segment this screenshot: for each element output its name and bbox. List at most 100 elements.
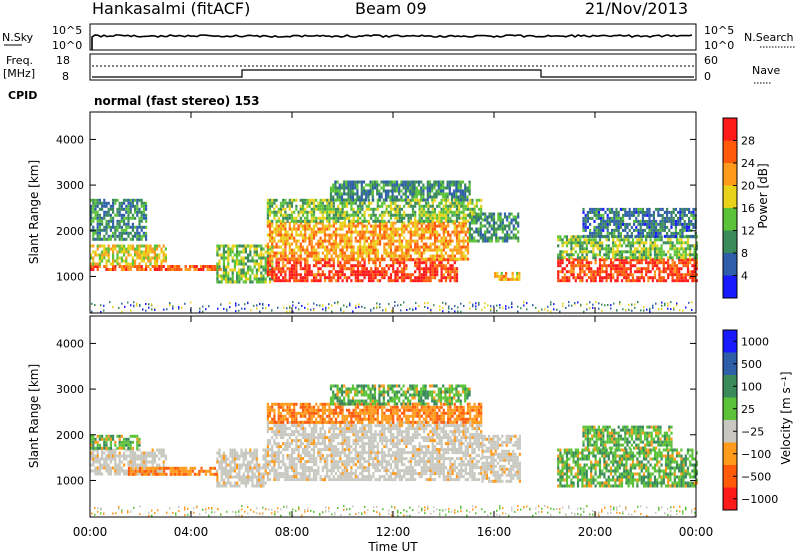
echo-cell-power [317, 227, 320, 231]
echo-cell-power [647, 256, 650, 260]
echo-cell-power [374, 216, 377, 220]
echo-cell-power [563, 241, 566, 245]
echo-cell-power [381, 201, 384, 205]
echo-cell-power [594, 270, 597, 274]
echo-cell-power [693, 267, 696, 271]
echo-cell-power [455, 273, 459, 277]
echo-cell-power [384, 198, 388, 202]
echo-cell-power [640, 267, 643, 271]
echo-cell-power [420, 267, 423, 271]
echo-cell-power [563, 276, 566, 280]
noise-cell-power [691, 301, 693, 304]
noise-cell-power [472, 303, 474, 306]
echo-cell-power [376, 216, 379, 220]
echo-cell-power [644, 219, 647, 223]
echo-cell-power [109, 207, 112, 211]
echo-cell-power [251, 280, 254, 284]
noise-cell-power [505, 307, 507, 310]
echo-cell-power [378, 183, 381, 187]
echo-cell-power [398, 186, 401, 190]
echo-cell-power [572, 270, 575, 274]
echo-cell-power [271, 262, 274, 266]
echo-cell-power [90, 210, 93, 214]
echo-cell-power [299, 233, 302, 237]
noise-cell-power [169, 302, 171, 305]
echo-cell-power [279, 233, 283, 237]
echo-cell-power [109, 213, 112, 217]
noise-cell-power [238, 303, 240, 306]
echo-cell-power [329, 192, 333, 196]
echo-cell-power [460, 210, 463, 214]
echo-cell-power [405, 273, 408, 277]
echo-cell-power [273, 236, 276, 240]
echo-cell-power [592, 256, 595, 260]
echo-cell-power [691, 244, 694, 248]
echo-cell-power [394, 273, 397, 277]
echo-cell-power [264, 277, 267, 281]
echo-cell-velocity [140, 460, 143, 464]
echo-cell-power [644, 213, 647, 217]
echo-cell-power [321, 264, 324, 268]
echo-cell-power [231, 280, 234, 284]
echo-cell-power [407, 251, 410, 255]
noise-cell-power [496, 304, 498, 307]
echo-cell-power [653, 247, 657, 251]
echo-cell-power [332, 257, 335, 261]
noise-cell-power [493, 305, 495, 308]
echo-cell-power [96, 237, 99, 241]
colorbar-tick-label: 20 [741, 180, 755, 193]
echo-cell-power [396, 210, 399, 214]
noise-cell-power [667, 304, 669, 307]
echo-cell-power [672, 234, 675, 238]
echo-cell-power [398, 210, 401, 214]
echo-cell-power [695, 279, 698, 283]
echo-cell-power [284, 216, 287, 220]
echo-cell-power [436, 245, 439, 249]
echo-cell-power [473, 204, 476, 208]
echo-cell-power [251, 259, 254, 263]
echo-cell-power [477, 215, 480, 219]
echo-cell-power [605, 264, 608, 268]
echo-cell-power [328, 201, 331, 205]
echo-cell-power [129, 225, 132, 229]
echo-cell-power [123, 198, 126, 202]
echo-cell-power [469, 198, 472, 202]
echo-cell-power [396, 230, 399, 234]
echo-cell-power [508, 221, 511, 225]
echo-cell-power [341, 239, 344, 243]
echo-cell-power [624, 225, 627, 229]
echo-cell-power [464, 195, 467, 199]
echo-cell-power [444, 227, 448, 231]
echo-cell-power [264, 268, 267, 272]
echo-cell-power [158, 268, 161, 271]
echo-cell-power [253, 244, 256, 248]
echo-cell-power [277, 219, 280, 223]
echo-cell-power [356, 183, 359, 187]
echo-cell-power [559, 250, 562, 254]
echo-cell-power [304, 221, 307, 225]
echo-cell-power [612, 238, 615, 242]
echo-cell-power [436, 216, 439, 220]
echo-cell-power [411, 248, 415, 252]
echo-cell-velocity [107, 469, 110, 473]
echo-cell-velocity [123, 457, 126, 461]
echo-cell-power [647, 247, 650, 251]
echo-cell-power [416, 267, 419, 271]
echo-cell-power [107, 234, 110, 238]
echo-cell-power [380, 186, 383, 190]
echo-cell-power [500, 274, 503, 278]
echo-cell-power [422, 276, 426, 280]
noise-cell-power [184, 302, 186, 305]
echo-cell-power [468, 230, 471, 234]
echo-cell-power [271, 221, 274, 225]
echo-cell-power [236, 259, 239, 263]
echo-cell-power [222, 250, 225, 254]
echo-cell-power [431, 210, 434, 214]
echo-cell-power [605, 270, 608, 274]
echo-cell-power [218, 253, 221, 257]
echo-cell-power [484, 215, 487, 219]
echo-cell-power [107, 268, 110, 271]
echo-cell-power [271, 224, 274, 228]
echo-cell-power [310, 216, 313, 220]
echo-cell-power [136, 237, 139, 241]
